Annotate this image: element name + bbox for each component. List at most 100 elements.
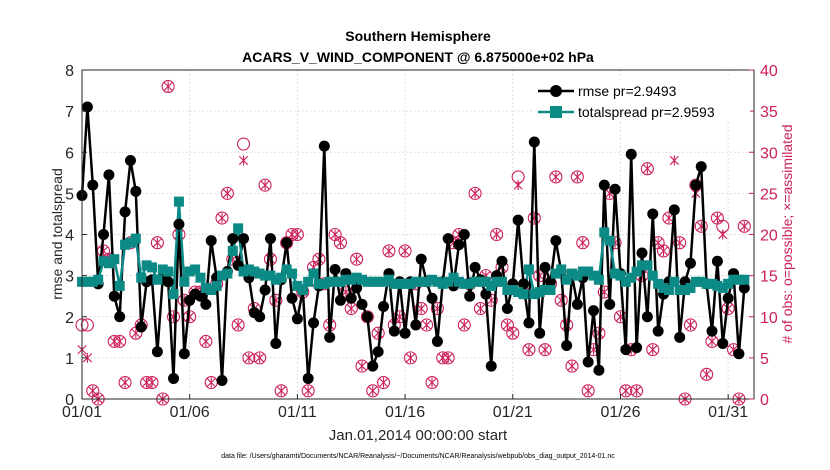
rmse-point <box>453 239 465 251</box>
totalspread-point <box>389 278 400 289</box>
totalspread-point <box>534 287 545 298</box>
rmse-point <box>722 292 734 304</box>
rmse-point <box>631 342 643 354</box>
obs-assimilated-point <box>718 229 728 240</box>
rmse-point <box>410 319 422 331</box>
totalspread-point <box>276 272 287 283</box>
obs-possible-point <box>215 211 229 225</box>
totalspread-point <box>292 280 303 291</box>
totalspread-point <box>739 274 750 285</box>
chart-title: Southern Hemisphere <box>345 28 491 44</box>
obs-possible-point <box>683 318 698 332</box>
totalspread-point <box>421 276 432 287</box>
legend-rmse-label: rmse pr=2.9493 <box>578 83 677 99</box>
obs-possible-point <box>371 326 385 340</box>
obs-markers <box>75 79 751 406</box>
y-left-tick-label: 5 <box>65 186 74 203</box>
y-right-tick-label: 40 <box>760 63 778 80</box>
obs-possible-point <box>700 367 714 381</box>
obs-assimilated-point <box>378 377 389 388</box>
obs-assimilated-point <box>621 385 631 396</box>
obs-assimilated-point <box>357 361 367 372</box>
totalspread-point <box>610 268 621 279</box>
totalspread-point <box>432 276 443 287</box>
totalspread-point <box>195 272 206 283</box>
totalspread-point <box>206 285 217 296</box>
rmse-point <box>588 305 600 317</box>
obs-assimilated-point <box>648 344 658 355</box>
totalspread-point <box>200 282 211 293</box>
y-right-tick-label: 10 <box>760 310 778 327</box>
totalspread-point <box>410 276 421 287</box>
totalspread-point <box>620 276 631 287</box>
rmse-point <box>636 247 648 259</box>
obs-possible-point <box>376 375 391 390</box>
totalspread-point <box>120 239 131 250</box>
obs-possible-point <box>258 178 272 192</box>
obs-assimilated-point <box>422 319 432 331</box>
y-right-tick-label: 25 <box>760 186 778 203</box>
obs-assimilated-point <box>508 328 518 339</box>
obs-assimilated-point <box>400 245 410 256</box>
totalspread-point <box>378 276 389 287</box>
rmse-point <box>571 298 583 310</box>
obs-possible-point <box>242 351 256 365</box>
obs-assimilated-point <box>233 319 243 331</box>
rmse-point <box>254 311 266 323</box>
rmse-point <box>124 154 136 166</box>
rmse-point <box>200 298 212 310</box>
obs-assimilated-point <box>346 303 356 314</box>
obs-possible-point <box>565 359 579 373</box>
obs-assimilated-point <box>330 229 340 240</box>
totalspread-point <box>443 276 454 287</box>
totalspread-point <box>93 274 104 285</box>
totalspread-point <box>556 264 567 275</box>
obs-assimilated-point <box>739 221 749 232</box>
totalspread-point <box>98 256 109 267</box>
y-left-tick-label: 7 <box>65 104 74 121</box>
obs-possible-point <box>522 343 536 357</box>
rmse-point <box>334 294 346 306</box>
totalspread-point <box>653 278 664 289</box>
totalspread-point <box>583 266 594 277</box>
x-tick-label: 01/26 <box>600 404 640 421</box>
rmse-point <box>291 313 303 325</box>
rmse-point <box>641 311 653 323</box>
y-axis-left: 0 1 2 3 4 5 6 7 8 <box>65 63 87 409</box>
rmse-point <box>103 169 115 181</box>
y-right-tick-label: 0 <box>760 392 769 409</box>
rmse-point <box>264 233 276 245</box>
obs-possible-point <box>468 186 482 200</box>
totalspread-point <box>588 270 599 281</box>
rmse-point <box>238 233 250 245</box>
obs-assimilated-point <box>642 163 652 174</box>
totalspread-point <box>647 270 658 281</box>
rmse-point <box>415 253 427 265</box>
x-tick-label: 01/11 <box>278 404 317 421</box>
totalspread-point <box>475 276 486 287</box>
totalspread-point <box>707 278 717 289</box>
obs-possible-point <box>350 252 364 266</box>
rmse-point <box>684 257 696 269</box>
rmse-point <box>351 282 363 294</box>
obs-assimilated-point <box>513 180 523 191</box>
totalspread-point <box>561 274 572 285</box>
rmse-point <box>114 311 126 323</box>
totalspread-point <box>507 285 518 296</box>
y-right-tick-label: 5 <box>760 351 769 368</box>
x-tick-label: 01/01 <box>62 404 102 421</box>
totalspread-point <box>324 276 335 287</box>
totalspread-point <box>243 264 254 275</box>
totalspread-point <box>723 278 734 289</box>
rmse-point <box>674 331 686 343</box>
x-axis: 01/01 01/06 01/11 01/16 01/21 01/26 01/31 <box>62 394 748 421</box>
y-left-tick-label: 4 <box>65 228 74 245</box>
totalspread-point <box>459 278 470 289</box>
rmse-point <box>108 290 120 302</box>
obs-possible-point <box>414 301 428 316</box>
totalspread-point <box>319 278 330 289</box>
totalspread-point <box>190 264 201 275</box>
totalspread-point <box>254 268 265 279</box>
totalspread-point <box>448 272 459 283</box>
rmse-point <box>458 229 470 240</box>
